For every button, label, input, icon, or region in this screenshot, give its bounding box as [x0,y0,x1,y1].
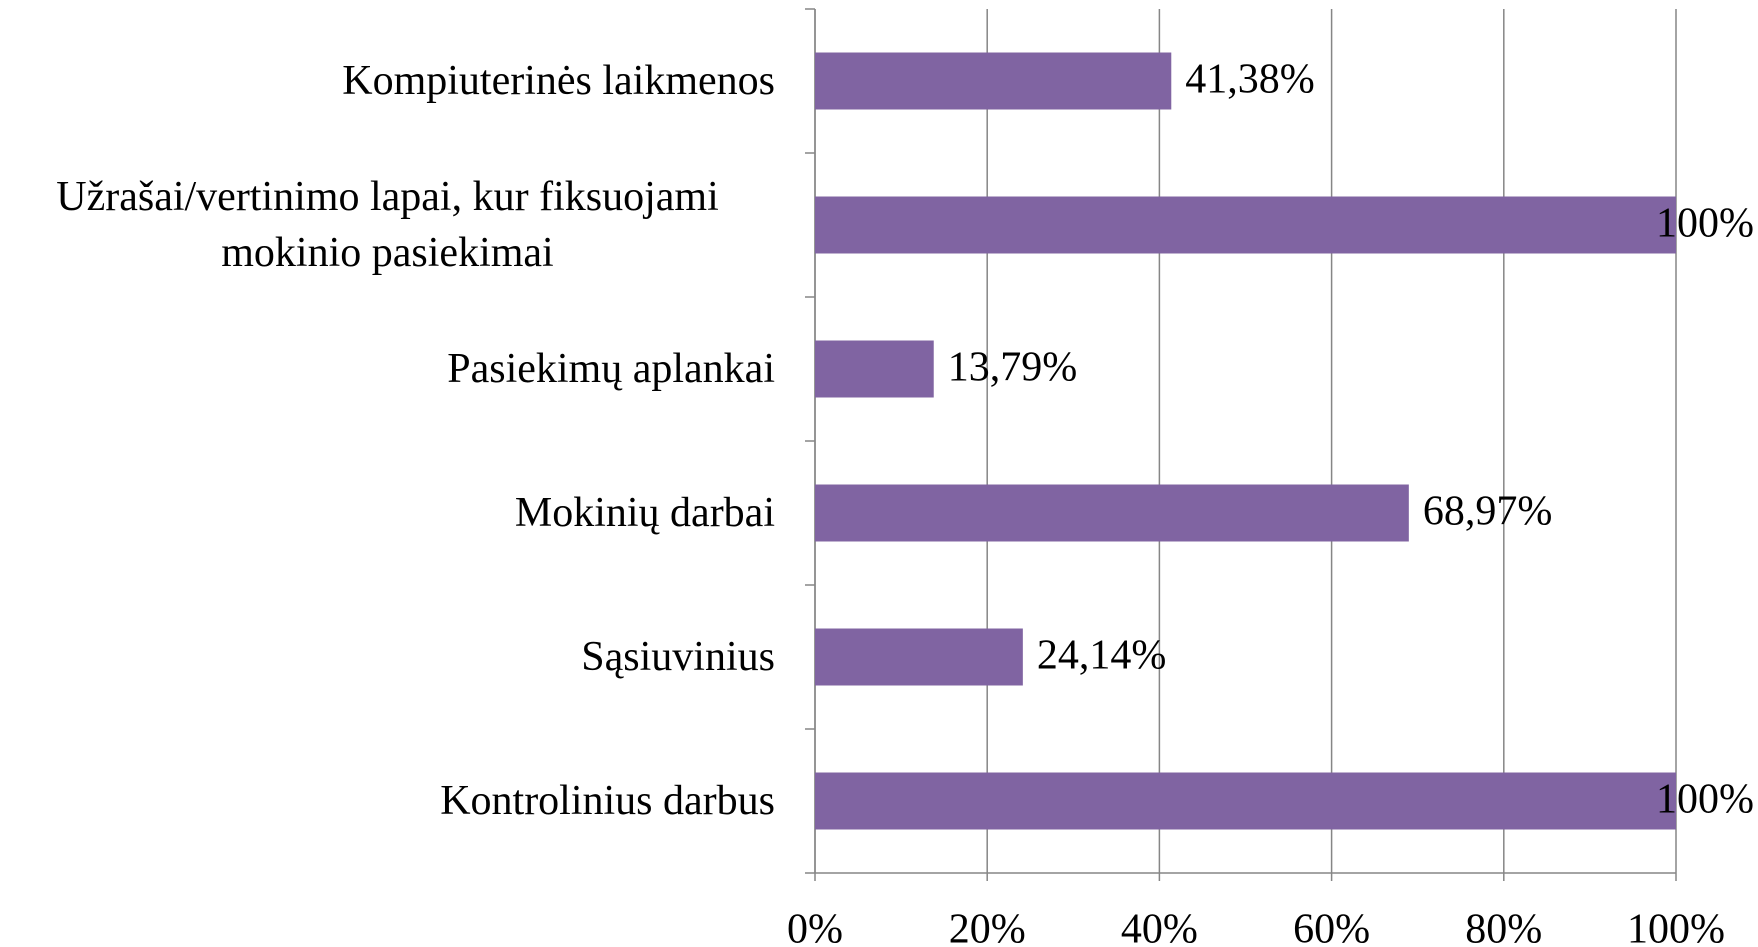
category-label: Kompiuterinės laikmenos [342,58,775,104]
bar [815,340,934,398]
bar [815,772,1676,830]
x-tick-label: 40% [1121,907,1198,947]
x-tick-label: 60% [1293,907,1370,947]
bar [815,196,1676,254]
bar [815,484,1409,542]
data-label: 24,14% [1037,633,1167,679]
data-label: 13,79% [948,345,1078,391]
x-tick-label: 80% [1465,907,1542,947]
category-label: Mokinių darbai [514,490,775,536]
data-label: 100% [1656,201,1754,247]
category-label: Užrašai/vertinimo lapai, kur fiksuojami … [56,174,719,276]
bar [815,52,1172,110]
category-label: Sąsiuvinius [581,634,775,680]
category-label: Kontrolinius darbus [440,778,775,824]
x-tick-label: 100% [1627,907,1725,947]
data-label: 68,97% [1423,489,1553,535]
bar [815,628,1023,686]
data-label: 41,38% [1185,57,1315,103]
category-label: Pasiekimų aplankai [447,346,775,392]
x-tick-label: 20% [949,907,1026,947]
x-tick-label: 0% [787,907,843,947]
data-label: 100% [1656,777,1754,823]
